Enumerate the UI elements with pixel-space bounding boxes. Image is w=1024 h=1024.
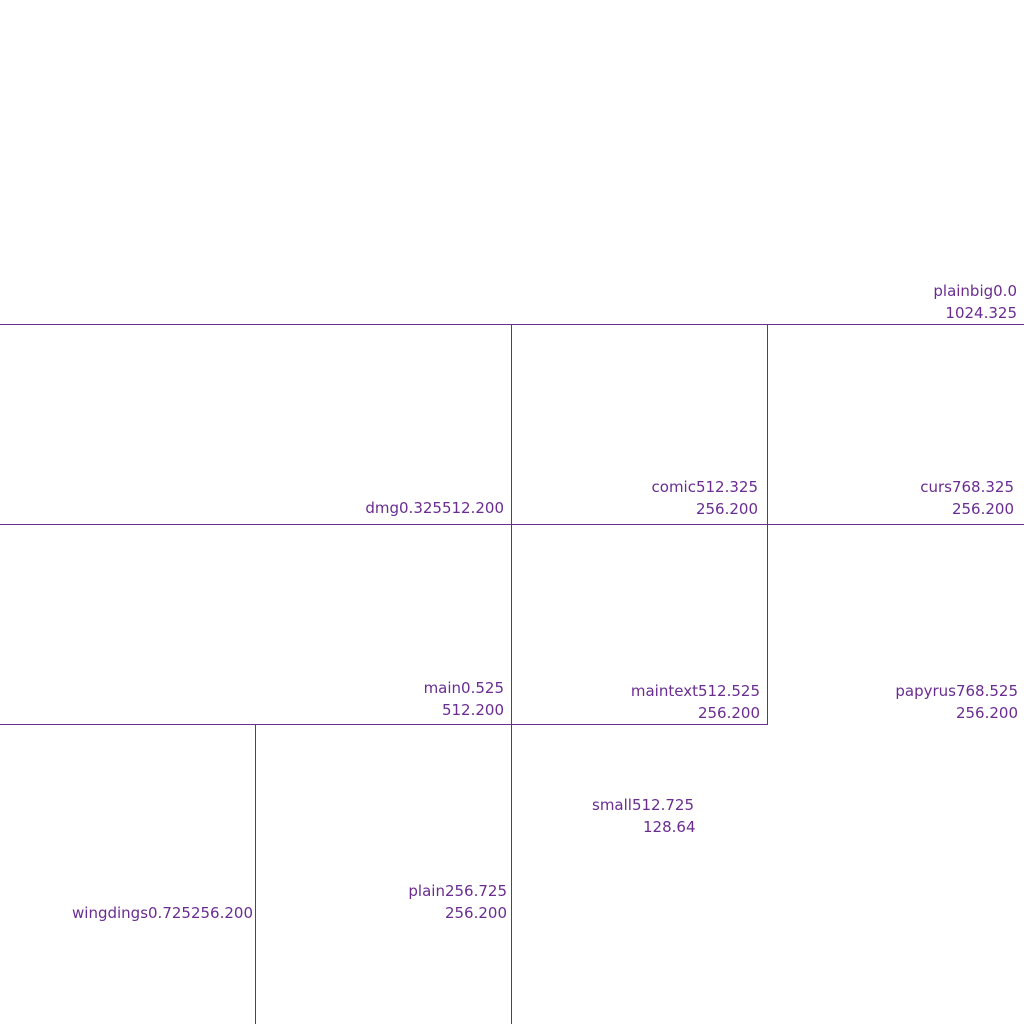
region-label-plain: plain256.725 256.200 (360, 880, 507, 924)
region-label-papyrus: papyrus768.525 256.200 (860, 680, 1018, 724)
region-size: 512.200 (441, 499, 504, 517)
region-label-main: main0.525 512.200 (380, 677, 504, 721)
region-name: comic (651, 478, 696, 496)
region-size: 256.200 (955, 704, 1018, 722)
region-size: 256.200 (190, 904, 253, 922)
region-label-small: small512.725 128.64 (570, 794, 750, 838)
region-size: 256.200 (697, 704, 760, 722)
region-name: main (423, 679, 462, 697)
region-size: 256.200 (444, 904, 507, 922)
region-label-curs: curs768.325 256.200 (850, 476, 1014, 520)
region-size: 256.200 (951, 500, 1014, 518)
region-name: wingdings (72, 904, 149, 922)
region-position: 0.325 (399, 499, 442, 517)
region-position: 512.525 (697, 682, 760, 700)
region-size: 1024.325 (945, 304, 1017, 322)
region-position: 768.525 (955, 682, 1018, 700)
region-label-plainbig: plainbig0.0 1024.325 (875, 280, 1017, 324)
region-name: dmg (365, 499, 400, 517)
region-name: small (592, 796, 632, 814)
region-name: plain (408, 882, 445, 900)
region-label-comic: comic512.325 256.200 (600, 476, 758, 520)
region-name: curs (920, 478, 952, 496)
region-position: 0.525 (461, 679, 504, 697)
region-size: 512.200 (441, 701, 504, 719)
region-position: 0.0 (993, 282, 1017, 300)
region-size: 128.64 (643, 818, 696, 836)
region-name: plainbig (933, 282, 994, 300)
region-position: 256.725 (444, 882, 507, 900)
region-position: 768.325 (951, 478, 1014, 496)
region-position: 512.325 (695, 478, 758, 496)
region-name: maintext (630, 682, 698, 700)
region-position: 0.725 (148, 904, 191, 922)
region-label-maintext: maintext512.525 256.200 (590, 680, 760, 724)
region-name: papyrus (895, 682, 956, 700)
region-position: 512.725 (631, 796, 694, 814)
region-size: 256.200 (695, 500, 758, 518)
region-label-wingdings: wingdings0.725256.200 (20, 902, 253, 924)
region-label-dmg: dmg0.325512.200 (320, 497, 504, 519)
